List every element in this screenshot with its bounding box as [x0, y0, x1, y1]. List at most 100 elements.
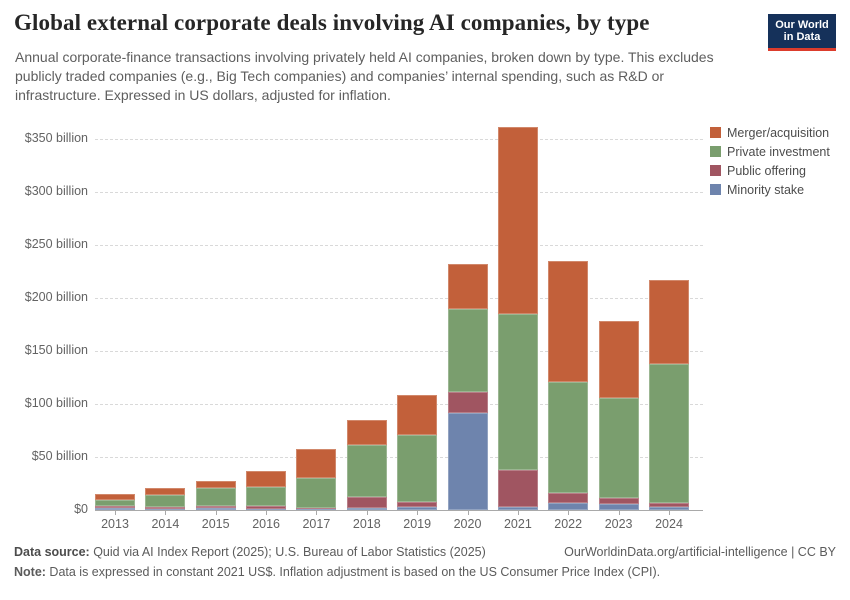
- y-axis-tick-label: $0: [74, 502, 88, 516]
- chart-subtitle: Annual corporate-finance transactions in…: [15, 49, 714, 103]
- x-axis-label: 2019: [403, 517, 432, 531]
- bar-segment[interactable]: [598, 504, 639, 510]
- gridline: [95, 351, 703, 352]
- owid-logo-line2: in Data: [783, 31, 821, 43]
- bar-segment[interactable]: [497, 507, 538, 510]
- bar-segment[interactable]: [397, 395, 438, 435]
- x-axis-label: 2020: [453, 517, 482, 531]
- bar-segment[interactable]: [346, 496, 387, 509]
- bar-segment[interactable]: [447, 413, 488, 510]
- gridline: [95, 139, 703, 140]
- bar-segment[interactable]: [195, 508, 236, 510]
- legend-swatch: [710, 184, 721, 195]
- x-axis-label: 2013: [101, 517, 129, 531]
- legend-swatch: [710, 146, 721, 157]
- x-axis-label: 2023: [604, 517, 633, 531]
- gridline: [95, 245, 703, 246]
- bar-segment[interactable]: [548, 261, 589, 382]
- bar-segment[interactable]: [649, 279, 689, 365]
- bar-segment[interactable]: [296, 478, 337, 508]
- legend-item-minority-stake[interactable]: Minority stake: [710, 180, 830, 199]
- data-source-label: Data source:: [14, 545, 90, 559]
- bar-segment[interactable]: [296, 507, 337, 510]
- legend-label: Minority stake: [727, 182, 805, 197]
- bar-segment[interactable]: [195, 480, 236, 489]
- owid-logo[interactable]: Our World in Data: [768, 14, 836, 51]
- x-axis-tick: [467, 511, 469, 515]
- y-axis-tick-label: $50 billion: [31, 449, 88, 463]
- x-axis-tick: [316, 511, 318, 515]
- bar-segment[interactable]: [598, 320, 639, 398]
- bar-segment[interactable]: [497, 470, 538, 507]
- bar-segment[interactable]: [649, 506, 689, 510]
- y-axis-tick-label: $300 billion: [24, 184, 88, 198]
- legend-label: Merger/acquisition: [727, 125, 830, 140]
- bar-segment[interactable]: [497, 314, 538, 470]
- bar-segment[interactable]: [497, 126, 538, 315]
- bar-segment[interactable]: [145, 495, 186, 508]
- bar-segment[interactable]: [95, 499, 135, 506]
- data-source-text: Quid via AI Index Report (2025); U.S. Bu…: [89, 545, 486, 559]
- bar-segment[interactable]: [548, 381, 589, 494]
- x-axis-tick: [266, 511, 268, 515]
- note-text: Data is expressed in constant 2021 US$. …: [45, 565, 661, 579]
- bar-segment[interactable]: [346, 420, 387, 445]
- x-axis-label: 2024: [655, 517, 683, 531]
- bar-segment[interactable]: [145, 509, 186, 510]
- bar-segment[interactable]: [145, 507, 186, 509]
- bar-segment[interactable]: [447, 264, 488, 309]
- bar-segment[interactable]: [447, 392, 488, 414]
- x-axis-tick: [618, 511, 620, 515]
- bar-segment[interactable]: [649, 364, 689, 503]
- bar-segment[interactable]: [397, 435, 438, 502]
- legend-item-public-offering[interactable]: Public offering: [710, 161, 830, 180]
- bar-segment[interactable]: [346, 508, 387, 510]
- bar-segment[interactable]: [145, 488, 186, 496]
- legend: Merger/acquisition Private investment Publ…: [710, 123, 830, 199]
- x-axis-label: 2022: [554, 517, 583, 531]
- footer: Data source: Quid via AI Index Report (2…: [14, 545, 836, 559]
- bar-segment[interactable]: [397, 501, 438, 508]
- x-axis-tick: [568, 511, 570, 515]
- bar-segment[interactable]: [95, 507, 135, 510]
- y-axis-tick-label: $350 billion: [24, 131, 88, 145]
- legend-label: Private investment: [727, 144, 830, 159]
- bar-segment[interactable]: [598, 397, 639, 499]
- x-axis-tick: [669, 511, 670, 515]
- bar-segment[interactable]: [548, 502, 589, 510]
- legend-swatch: [710, 165, 721, 176]
- bar-segment[interactable]: [296, 448, 337, 479]
- y-axis-tick-label: $250 billion: [24, 237, 88, 251]
- gridline: [95, 192, 703, 193]
- y-axis-tick-label: $100 billion: [24, 396, 88, 410]
- bar-segment[interactable]: [649, 502, 689, 507]
- bar-segment[interactable]: [246, 471, 287, 487]
- bar-segment[interactable]: [195, 488, 236, 506]
- note-label: Note:: [14, 565, 46, 579]
- x-axis-tick: [366, 511, 368, 515]
- bar-segment[interactable]: [447, 309, 488, 393]
- bar-segment[interactable]: [296, 509, 337, 510]
- legend-label: Public offering: [727, 163, 806, 178]
- x-axis-tick: [215, 511, 217, 515]
- bar-segment[interactable]: [246, 486, 287, 507]
- legend-item-private-investment[interactable]: Private investment: [710, 142, 830, 161]
- bar-segment[interactable]: [548, 493, 589, 503]
- x-axis-label: 2017: [302, 517, 331, 531]
- bar-segment[interactable]: [397, 507, 438, 511]
- bar-segment[interactable]: [246, 506, 287, 509]
- owid-logo-line1: Our World: [775, 18, 829, 31]
- bar-segment[interactable]: [95, 505, 135, 508]
- legend-item-merger-acquisition[interactable]: Merger/acquisition: [710, 123, 830, 142]
- bar-segment[interactable]: [346, 445, 387, 497]
- bar-segment[interactable]: [598, 498, 639, 504]
- x-axis-tick: [115, 511, 116, 515]
- bar-segment[interactable]: [246, 508, 287, 510]
- page-title: Global external corporate deals involvin…: [14, 10, 650, 35]
- footer-link[interactable]: OurWorldinData.org/artificial-intelligen…: [564, 545, 836, 559]
- bar-segment[interactable]: [95, 494, 135, 500]
- x-axis-tick: [417, 511, 419, 515]
- x-axis-tick: [517, 511, 519, 515]
- bar-segment[interactable]: [195, 506, 236, 509]
